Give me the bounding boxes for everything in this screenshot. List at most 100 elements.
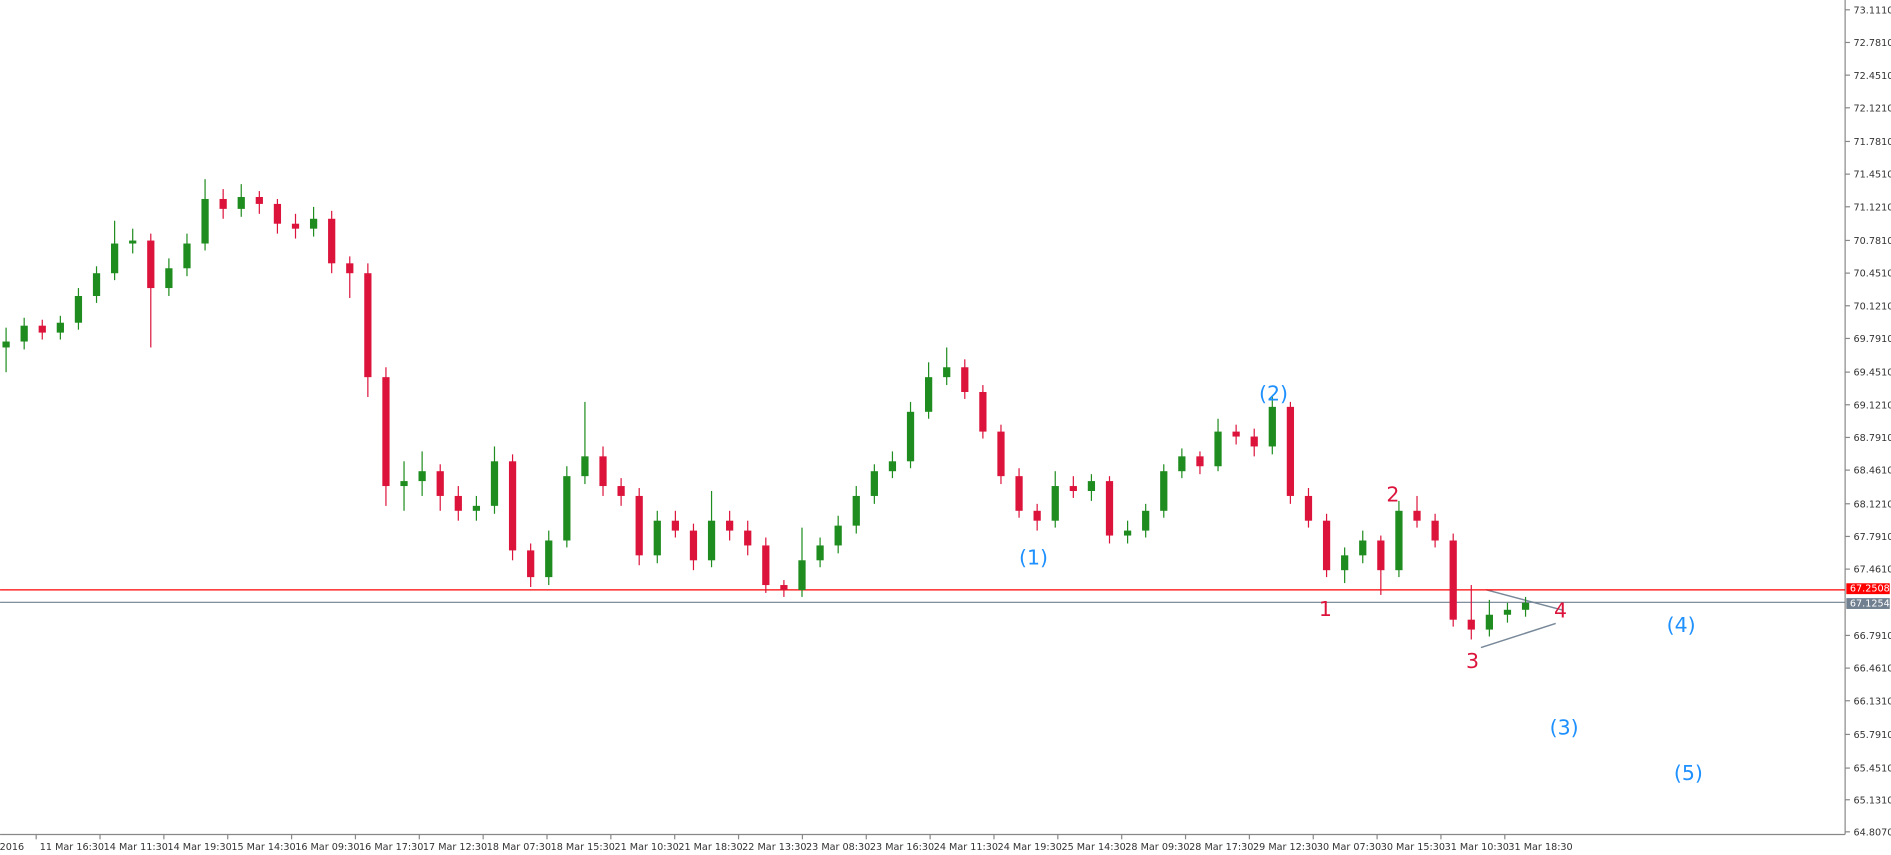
wave-label: (3) <box>1550 715 1579 739</box>
candle-body <box>1160 471 1168 511</box>
y-tick-label: 65.1310 <box>1854 795 1891 806</box>
y-tick-label: 66.1310 <box>1854 696 1891 707</box>
candle-body <box>2 341 10 348</box>
candle-body <box>1196 456 1204 467</box>
x-tick-label: 31 Mar 10:30 <box>1445 842 1509 853</box>
candle-body <box>527 550 535 578</box>
x-tick-label: 28 Mar 09:30 <box>1125 842 1189 853</box>
candle-body <box>436 471 444 496</box>
candle-body <box>689 530 698 561</box>
candle-body <box>490 461 499 506</box>
candle-body <box>1069 486 1077 491</box>
candle-body <box>508 461 517 551</box>
y-tick-label: 67.4610 <box>1854 565 1891 576</box>
candle-body <box>1033 510 1041 521</box>
candle-body <box>1304 495 1313 521</box>
candle-body <box>165 268 173 289</box>
y-tick-label: 71.7810 <box>1854 137 1891 148</box>
triangle-lower <box>1480 622 1556 649</box>
candle-body <box>924 377 933 412</box>
candle-body <box>870 471 878 496</box>
candle-body <box>653 520 661 556</box>
candle-body <box>1341 555 1349 571</box>
wave-label: 3 <box>1466 649 1479 673</box>
candle-body <box>1359 540 1367 556</box>
y-tick-label: 65.4510 <box>1854 764 1891 775</box>
levels: 67.2508 67.1254 <box>0 583 1890 610</box>
candle-body <box>1377 540 1385 571</box>
y-tick-label: 68.1210 <box>1854 499 1891 510</box>
x-tick-label: 23 Mar 16:30 <box>870 842 934 853</box>
candle-body <box>888 461 897 472</box>
candle-body <box>1503 609 1512 615</box>
candle-body <box>1431 520 1439 541</box>
x-tick-label: 21 Mar 18:30 <box>678 842 742 853</box>
candle-body <box>798 560 806 590</box>
wave-label: (1) <box>1019 545 1048 569</box>
x-tick-label: 21 Mar 10:30 <box>614 842 678 853</box>
candle-body <box>1051 486 1059 521</box>
x-tick-label: 17 Mar 12:30 <box>423 842 487 853</box>
x-tick-label: 24 Mar 19:30 <box>998 842 1062 853</box>
x-tick-label: 28 Mar 17:30 <box>1189 842 1253 853</box>
candle-body <box>183 243 191 269</box>
level-label-box <box>1846 583 1890 595</box>
candle-body <box>1395 510 1403 571</box>
candle-body <box>1449 540 1457 620</box>
y-tick-label: 70.7810 <box>1854 236 1891 247</box>
x-tick-label: 24 Mar 11:30 <box>934 842 998 853</box>
candle-body <box>581 456 589 477</box>
y-tick-label: 72.4510 <box>1854 71 1891 82</box>
candle-body <box>418 471 426 482</box>
candle-body <box>997 431 1005 477</box>
candle-body <box>671 520 679 531</box>
axes: 73.1110 72.7810 72.4510 72.1210 71.7810 71.45… <box>0 5 1891 853</box>
candle-body <box>129 240 137 244</box>
candle-body <box>1268 406 1276 447</box>
y-tick-label: 69.4510 <box>1854 368 1891 379</box>
x-tick-label: 29 Mar 12:30 <box>1253 842 1317 853</box>
candle-body <box>852 495 860 526</box>
candle-body <box>328 218 336 264</box>
x-tick-label: 30 Mar 07:30 <box>1317 842 1381 853</box>
candle-body <box>219 198 227 209</box>
y-tick-label: 66.7910 <box>1854 631 1891 642</box>
y-tick-label: 69.7910 <box>1854 334 1891 345</box>
candle-body <box>816 545 824 561</box>
candle-body <box>906 411 915 462</box>
wave-label: 4 <box>1554 598 1567 622</box>
candle-body <box>1413 510 1421 521</box>
x-tick-label: 30 Mar 15:30 <box>1381 842 1445 853</box>
annotations: (1) (2) (3) (4) (5) 1 2 3 4 <box>1019 381 1703 785</box>
candle-body <box>1105 481 1114 536</box>
x-tick-label: 11 Mar 16:30 <box>40 842 104 853</box>
level-label-box <box>1846 598 1890 609</box>
candle-body <box>1123 530 1132 536</box>
y-tick-label: 71.4510 <box>1854 170 1891 181</box>
y-tick-label: 73.1110 <box>1854 5 1891 16</box>
x-tick-label: 18 Mar 07:30 <box>487 842 551 853</box>
wave-label: (2) <box>1259 381 1288 405</box>
y-tick-label: 72.1210 <box>1854 103 1891 114</box>
candle-body <box>545 540 553 578</box>
y-tick-label: 72.7810 <box>1854 38 1891 49</box>
y-tick-label: 68.4610 <box>1854 466 1891 477</box>
y-tick-label: 67.7910 <box>1854 532 1891 543</box>
candle-body <box>291 223 300 229</box>
x-tick-label: 18 Mar 15:30 <box>551 842 615 853</box>
candle-body <box>744 530 752 546</box>
candle-body <box>726 520 734 531</box>
y-tick-label: 64.8070 <box>1854 827 1891 838</box>
candle-body <box>599 456 607 487</box>
candle-body <box>309 218 318 229</box>
x-tick-label: 31 Mar 18:30 <box>1508 842 1572 853</box>
candle-body <box>707 520 716 561</box>
candle-body <box>92 273 101 296</box>
y-tick-label: 71.1210 <box>1854 202 1891 213</box>
candle-body <box>635 495 643 556</box>
candle-body <box>762 545 770 586</box>
candles <box>2 179 1530 640</box>
candle-body <box>979 392 987 432</box>
